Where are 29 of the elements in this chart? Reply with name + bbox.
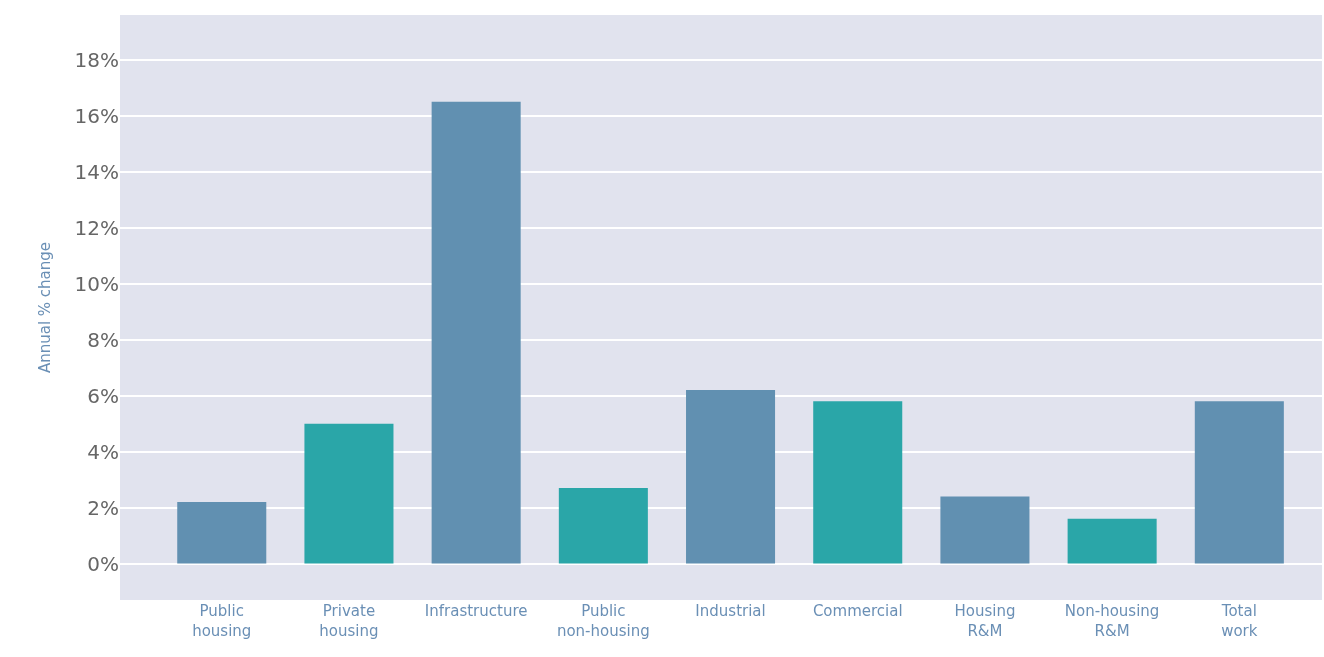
bar [304, 423, 394, 564]
bar [686, 390, 776, 564]
y-tick-label: 18% [74, 47, 119, 72]
x-tick-label: Infrastructure [424, 602, 528, 620]
y-tick-label: 16% [74, 103, 119, 128]
bar [177, 502, 267, 564]
y-tick-label: 14% [74, 159, 119, 184]
x-tick-label: Commercial [812, 602, 903, 620]
y-tick-label: 4% [87, 439, 119, 464]
y-tick-label: 2% [87, 495, 119, 520]
bar [940, 496, 1030, 564]
x-tick-label: Industrial [695, 602, 766, 620]
bar [558, 488, 648, 564]
x-tick-label: Total work [1220, 602, 1258, 640]
y-tick-label: 0% [87, 551, 119, 576]
x-tick-label: Public housing [192, 602, 252, 640]
y-tick-label: 8% [87, 327, 119, 352]
x-tick-label: Housing R&M [954, 602, 1016, 640]
bar [813, 401, 903, 564]
x-tick-label: Private housing [319, 602, 379, 640]
y-tick-label: 6% [87, 383, 119, 408]
bar [1067, 518, 1157, 564]
x-tick-label: Public non-housing [556, 602, 650, 640]
y-tick-label: 10% [74, 271, 119, 296]
x-tick-label: Non-housing R&M [1064, 602, 1160, 640]
y-axis-title: Annual % change [35, 241, 54, 374]
bar [431, 101, 521, 564]
bar [1194, 401, 1284, 564]
y-tick-label: 12% [74, 215, 119, 240]
